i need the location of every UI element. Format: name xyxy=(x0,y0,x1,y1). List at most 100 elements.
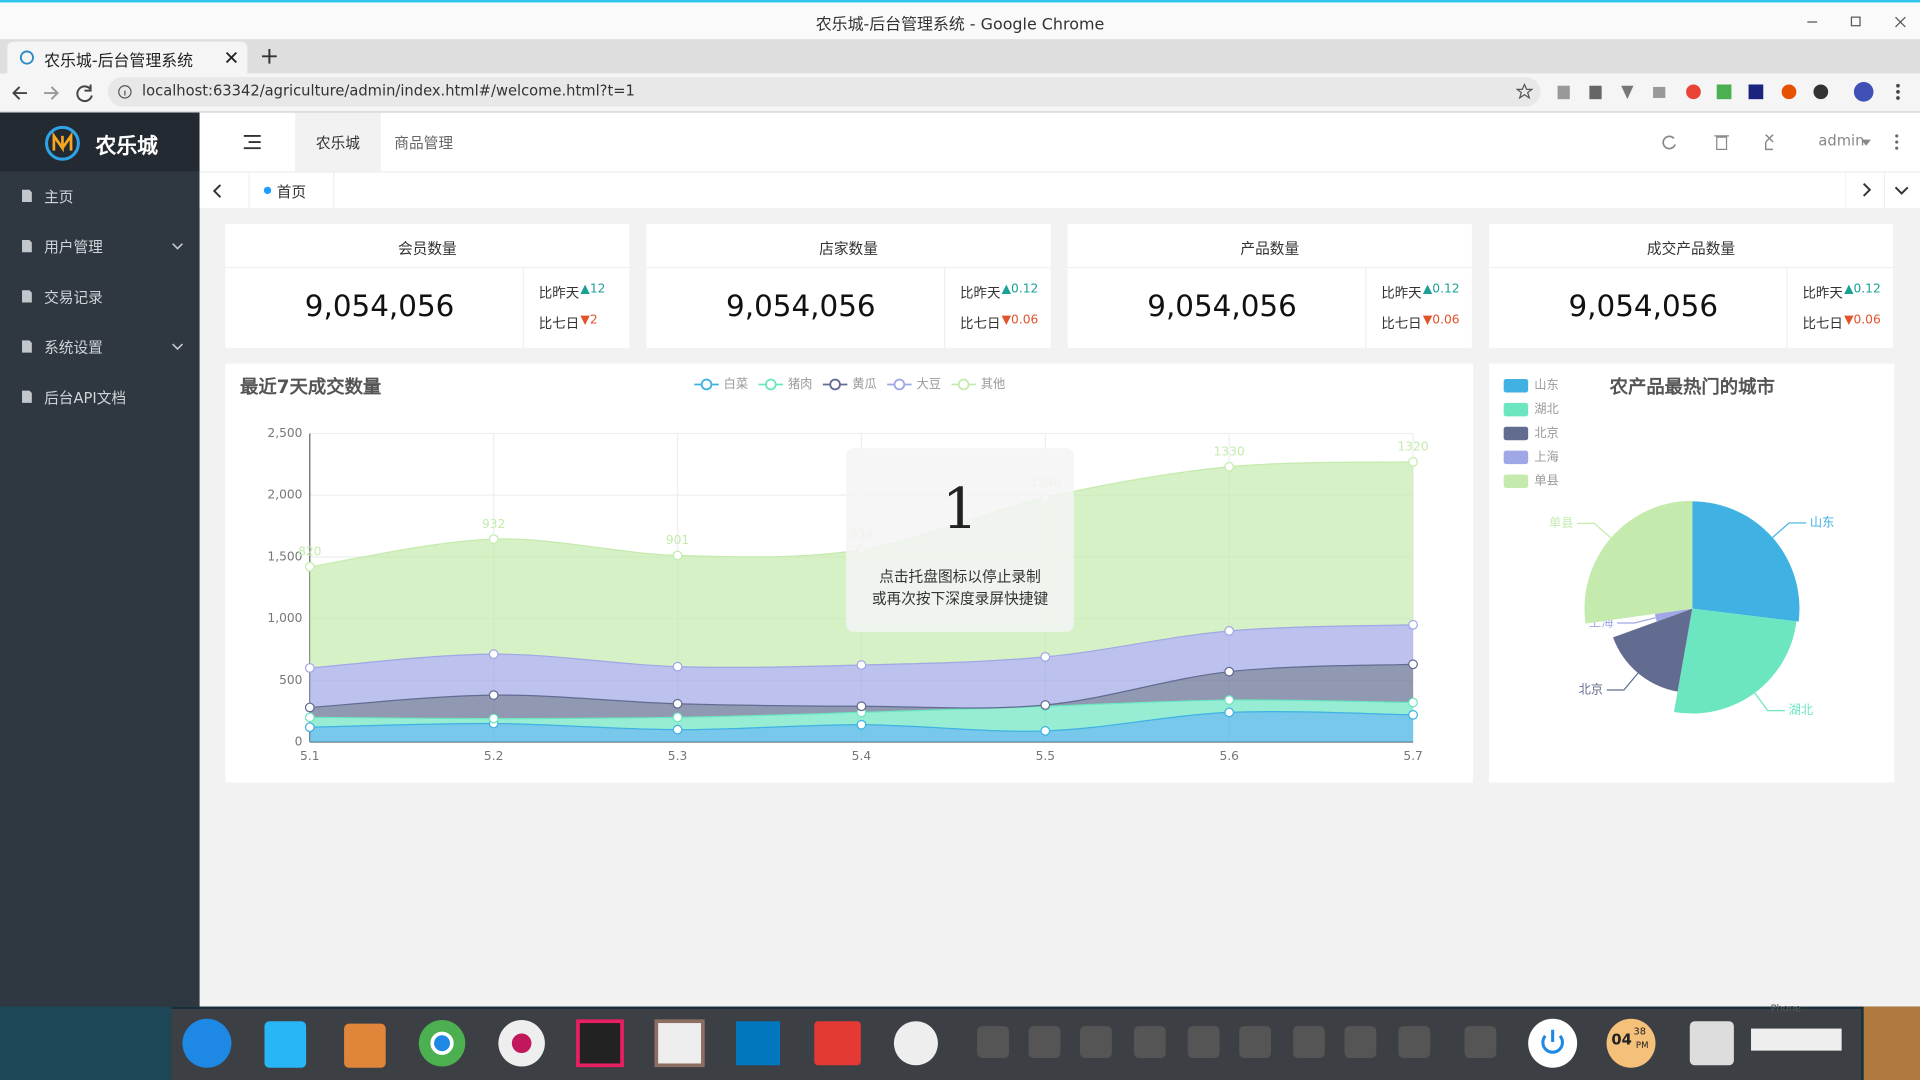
y-tick-label: 2,500 xyxy=(267,426,302,440)
point xyxy=(1408,619,1418,630)
chart-title: 最近7天成交数量 xyxy=(240,376,381,398)
point xyxy=(1040,726,1051,736)
title-bar: 农乐城-后台管理系统 - Google Chrome xyxy=(0,0,1920,40)
stat-card: 店家数量 9,054,056 比昨天 ▲0.12 比七日 ▼0.06 xyxy=(646,224,1051,348)
browser-tab[interactable]: 农乐城-后台管理系统 xyxy=(7,41,248,74)
menu-item[interactable]: 交易记录 xyxy=(0,272,200,322)
data-label: 932 xyxy=(482,517,505,531)
legend-label: 单县 xyxy=(1534,474,1558,488)
point xyxy=(672,550,683,561)
user-menu[interactable]: admin xyxy=(1818,132,1865,150)
extensions[interactable] xyxy=(1553,81,1914,105)
card-divider xyxy=(225,266,630,269)
legend-swatch xyxy=(1503,450,1529,465)
card-week-change: ▼0.06 xyxy=(1422,313,1460,327)
scroll-right[interactable] xyxy=(1845,172,1920,210)
logo-area: 农乐城 xyxy=(0,112,200,172)
header-icons[interactable] xyxy=(1659,132,1781,152)
point xyxy=(856,660,867,670)
favicon xyxy=(19,50,34,65)
toolbar: localhost:63342/agriculture/admin/index.… xyxy=(0,73,1920,113)
point xyxy=(1224,666,1235,677)
menu-item[interactable]: 主页 xyxy=(0,171,200,221)
slice-label: 北京 xyxy=(1579,683,1603,697)
slice-label: 湖北 xyxy=(1789,702,1813,717)
card-vdivider xyxy=(522,268,525,348)
point xyxy=(304,702,315,713)
sidebar: 农乐城 主页用户管理交易记录 系统设置后台API文档 xyxy=(0,112,200,1007)
slice xyxy=(1584,500,1693,624)
header-tab-label: 商品管理 xyxy=(394,134,454,152)
info-icon xyxy=(118,85,132,99)
legend-label: 上海 xyxy=(1534,449,1558,464)
x-tick-label: 5.2 xyxy=(484,749,503,763)
point xyxy=(672,661,683,672)
card-day-change: ▲0.12 xyxy=(1001,282,1039,297)
legend-marker xyxy=(700,378,713,391)
card-day-change: ▲12 xyxy=(580,282,606,297)
card-week-label: 比七日 xyxy=(1381,315,1422,332)
menu-label: 后台API文档 xyxy=(44,389,127,407)
card-divider xyxy=(1488,266,1894,269)
menu-item[interactable]: 用户管理 xyxy=(0,222,200,272)
brand: 农乐城 xyxy=(95,134,158,160)
legend-label: 黄瓜 xyxy=(852,377,876,391)
point xyxy=(1408,697,1418,708)
user-caret xyxy=(1861,139,1872,146)
point xyxy=(1040,700,1051,710)
recorder-overlay[interactable]: 1 点击托盘图标以停止录制 或再次按下深度录屏快捷键 xyxy=(846,448,1074,632)
nav-buttons[interactable] xyxy=(10,82,98,104)
card-week-label: 比七日 xyxy=(538,315,580,332)
legend-label: 湖北 xyxy=(1534,401,1558,416)
x-tick-label: 5.3 xyxy=(668,749,687,763)
card-value: 9,054,056 xyxy=(726,288,876,324)
card-vdivider xyxy=(1365,268,1367,348)
menu-icon xyxy=(22,340,32,353)
point xyxy=(488,649,499,660)
menu-label: 用户管理 xyxy=(44,238,103,256)
page-tab-title: 首页 xyxy=(276,183,307,201)
slice xyxy=(1692,501,1800,622)
menu-item[interactable]: 后台API文档 xyxy=(0,372,200,422)
card-vdivider xyxy=(1786,268,1788,348)
tab-title: 农乐城-后台管理系统 xyxy=(44,52,194,72)
tab-close[interactable] xyxy=(225,51,237,64)
point xyxy=(1224,626,1235,636)
page-tab[interactable]: 首页 xyxy=(248,172,335,209)
card-day-label: 比昨天 xyxy=(1381,285,1422,302)
address-field[interactable]: localhost:63342/agriculture/admin/index.… xyxy=(107,77,1541,107)
scroll-left[interactable] xyxy=(212,182,224,199)
legend-label: 猪肉 xyxy=(788,377,812,391)
menu-toggle[interactable] xyxy=(243,135,261,150)
recorder-count: 1 xyxy=(942,475,978,542)
bookmark-star[interactable] xyxy=(1515,83,1534,100)
point xyxy=(1224,707,1235,718)
point xyxy=(1224,461,1235,472)
card-title: 店家数量 xyxy=(819,240,878,258)
header-tab[interactable]: 商品管理 xyxy=(381,113,467,172)
point xyxy=(488,534,499,545)
leader-line xyxy=(1606,672,1639,691)
point xyxy=(672,712,683,723)
header-tab[interactable]: 农乐城 xyxy=(295,112,381,172)
point xyxy=(304,663,315,673)
recorder-hint: 或再次按下深度录屏快捷键 xyxy=(871,590,1049,608)
card-day-change: ▲0.12 xyxy=(1844,282,1881,297)
header-tab-label: 农乐城 xyxy=(315,134,360,152)
card-day-label: 比昨天 xyxy=(960,285,1001,302)
menu-item[interactable]: 系统设置 xyxy=(0,322,200,372)
clock-hour: 04 xyxy=(1611,1031,1632,1049)
leader-line xyxy=(1754,692,1785,712)
new-tab[interactable] xyxy=(260,47,280,67)
header: admin 农乐城 商品管理 xyxy=(199,112,1920,172)
point xyxy=(488,713,499,724)
window-controls[interactable] xyxy=(1800,7,1910,36)
x-tick-label: 5.1 xyxy=(300,749,319,763)
legend-swatch xyxy=(1503,474,1529,488)
more-icon[interactable] xyxy=(1893,132,1900,152)
card-day-label: 比昨天 xyxy=(538,285,580,302)
card-title: 会员数量 xyxy=(397,240,457,258)
slice-label: 山东 xyxy=(1810,515,1834,529)
card-value: 9,054,056 xyxy=(1568,288,1719,324)
